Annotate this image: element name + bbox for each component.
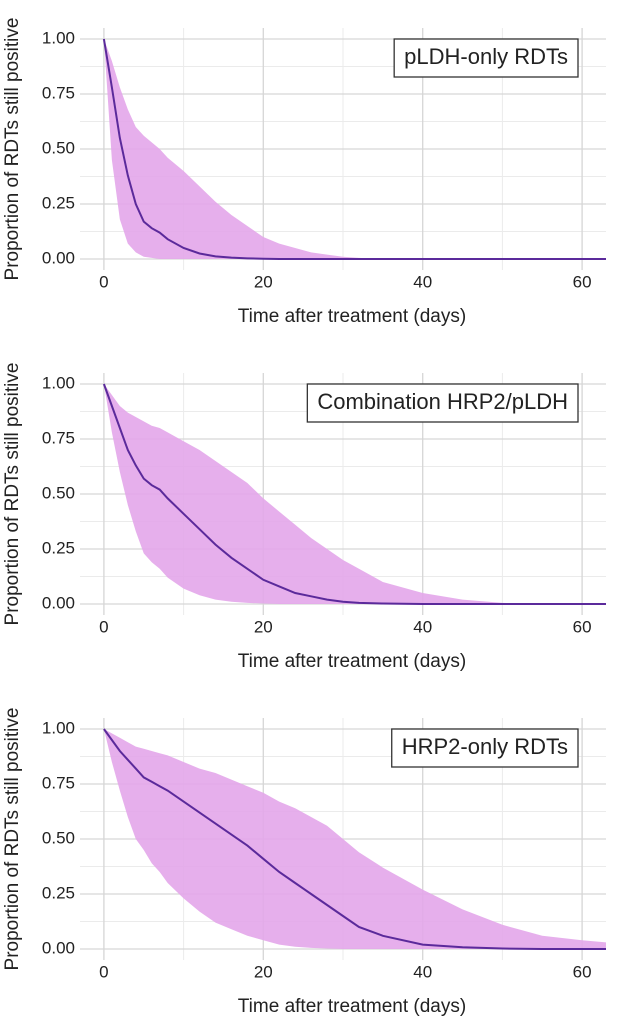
- confidence-band: [103, 384, 606, 604]
- y-tick-label: 0.75: [42, 773, 75, 792]
- confidence-band: [103, 39, 606, 259]
- x-axis-label: Time after treatment (days): [238, 306, 466, 327]
- x-tick-label: 40: [413, 272, 432, 291]
- y-tick-label: 0.25: [42, 538, 75, 557]
- x-tick-label: 40: [413, 962, 432, 981]
- x-tick-label: 60: [573, 272, 592, 291]
- annotation: HRP2-only RDTs: [402, 734, 568, 759]
- y-tick-label: 0.25: [42, 193, 75, 212]
- x-tick-label: 40: [413, 617, 432, 636]
- annotation-box: [393, 38, 579, 78]
- y-tick-label: 1.00: [42, 28, 75, 47]
- annotation: pLDH-only RDTs: [404, 44, 568, 69]
- y-axis-label: Proportion of RDTs still positive: [2, 708, 23, 971]
- confidence-band: [103, 729, 606, 949]
- y-tick-label: 0.75: [42, 428, 75, 447]
- y-axis-label: Proportion of RDTs still positive: [2, 18, 23, 281]
- x-tick-label: 0: [99, 962, 108, 981]
- x-tick-label: 20: [254, 272, 273, 291]
- y-tick-label: 0.50: [42, 483, 75, 502]
- x-tick-label: 20: [254, 962, 273, 981]
- median-line: [102, 383, 606, 605]
- annotation-box: [391, 728, 579, 768]
- annotation-box: [306, 383, 579, 423]
- x-tick-label: 0: [99, 272, 108, 291]
- y-tick-label: 1.00: [42, 718, 75, 737]
- y-tick-label: 0.50: [42, 138, 75, 157]
- y-tick-label: 0.75: [42, 83, 75, 102]
- y-tick-label: 0.50: [42, 828, 75, 847]
- annotation: Combination HRP2/pLDH: [317, 389, 568, 414]
- y-tick-label: 0.00: [42, 248, 75, 267]
- x-tick-label: 60: [573, 617, 592, 636]
- panel: 0 20 40 60 0.00 0.25 0.50 0.75 1.00 Time after tr…: [2, 363, 606, 672]
- y-tick-label: 1.00: [42, 373, 75, 392]
- panel: 0 20 40 60 0.00 0.25 0.50 0.75 1.00 Time after tr…: [2, 18, 606, 327]
- median-line: [103, 728, 606, 950]
- x-axis-label: Time after treatment (days): [238, 996, 466, 1017]
- y-tick-label: 0.25: [42, 883, 75, 902]
- y-axis-label: Proportion of RDTs still positive: [2, 363, 23, 626]
- y-tick-label: 0.00: [42, 593, 75, 612]
- x-tick-label: 60: [573, 962, 592, 981]
- median-line: [102, 38, 606, 260]
- x-tick-label: 20: [254, 617, 273, 636]
- panel: 0 20 40 60 0.00 0.25 0.50 0.75 1.00 Time after tr…: [2, 708, 606, 1017]
- x-axis-label: Time after treatment (days): [238, 651, 466, 672]
- x-tick-label: 0: [99, 617, 108, 636]
- y-tick-label: 0.00: [42, 938, 75, 957]
